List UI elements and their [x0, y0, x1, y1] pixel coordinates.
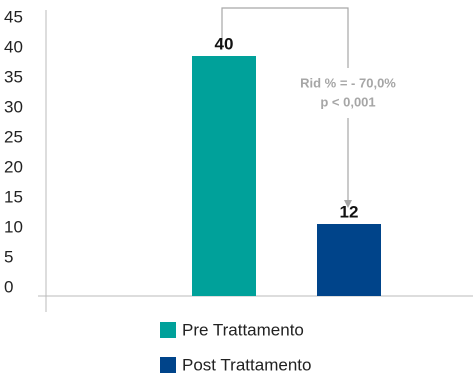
legend-swatch	[160, 357, 176, 373]
y-tick-label: 45	[4, 7, 23, 26]
y-tick-label: 0	[4, 277, 13, 296]
legend-label: Pre Trattamento	[182, 320, 304, 339]
y-tick-label: 25	[4, 127, 23, 146]
legend-label: Post Trattamento	[182, 355, 311, 374]
value-label: 40	[215, 34, 234, 53]
value-label: 12	[340, 202, 359, 221]
y-tick-label: 20	[4, 157, 23, 176]
y-tick-label: 30	[4, 97, 23, 116]
annotation: p < 0,001	[320, 94, 375, 109]
bracket	[221, 7, 349, 68]
bar	[192, 56, 256, 296]
annotation: Rid % = - 70,0%	[300, 75, 396, 90]
y-tick-label: 35	[4, 67, 23, 86]
y-tick-label: 5	[4, 247, 13, 266]
y-tick-label: 10	[4, 217, 23, 236]
y-tick-label: 40	[4, 37, 23, 56]
y-tick-label: 15	[4, 187, 23, 206]
legend-swatch	[160, 322, 176, 338]
arrow-head	[344, 200, 352, 208]
bar	[317, 224, 381, 296]
